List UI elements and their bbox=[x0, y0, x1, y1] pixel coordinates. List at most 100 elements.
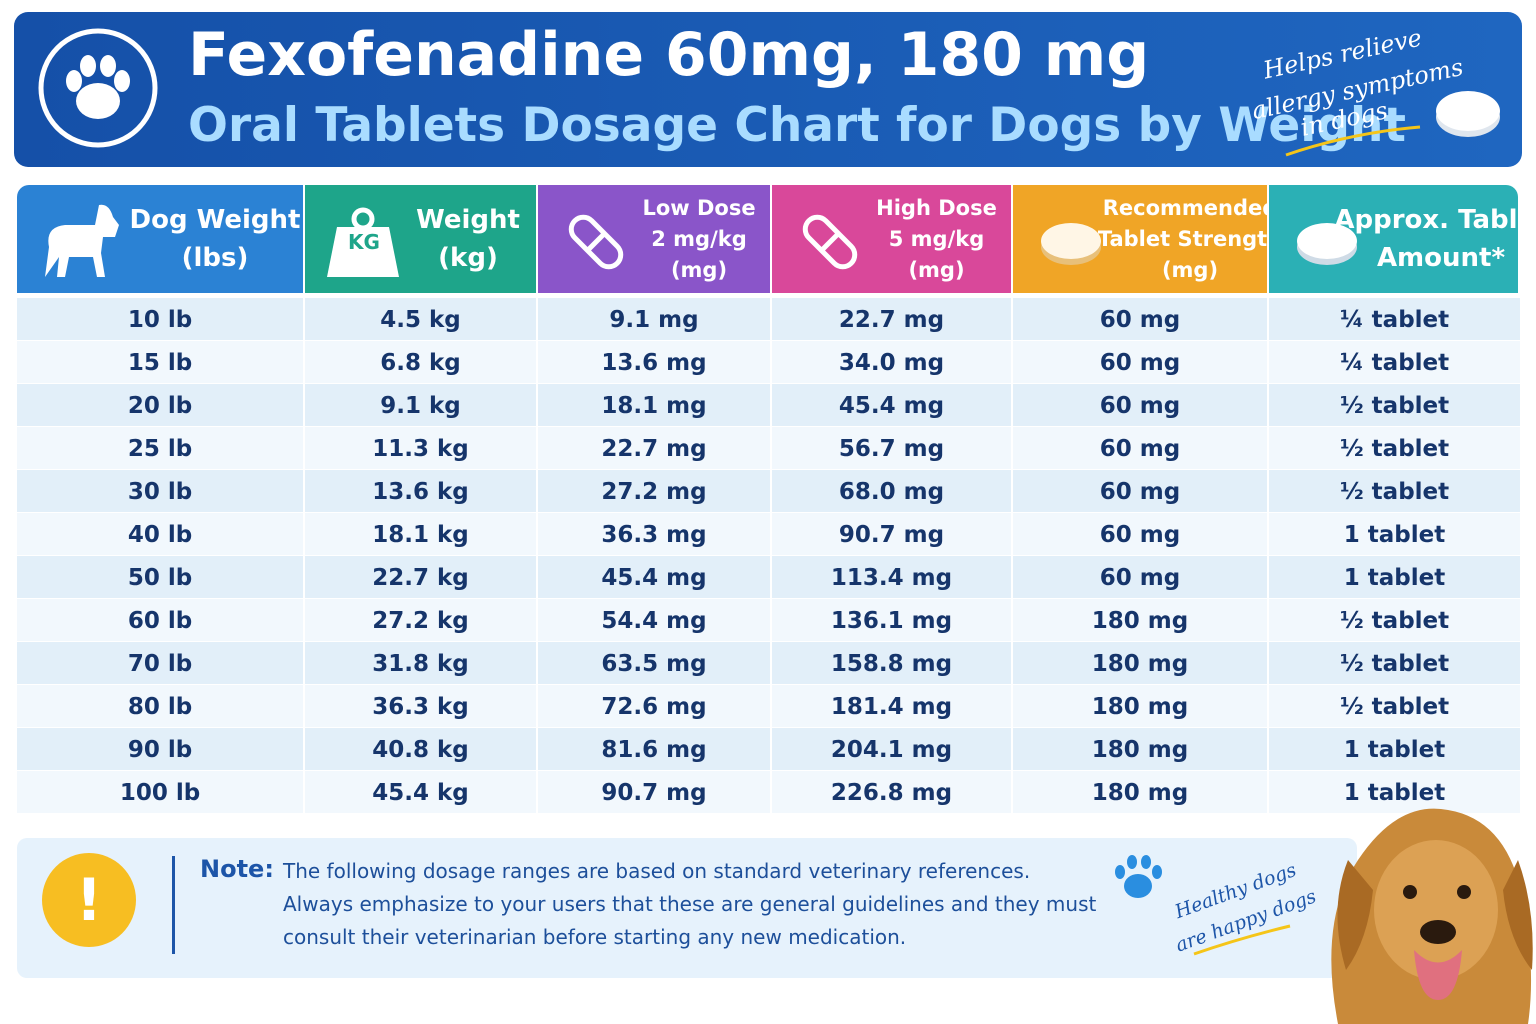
table-cell: 180 mg bbox=[1013, 642, 1269, 685]
tagline-decor bbox=[1285, 91, 1500, 157]
header-line: (mg) bbox=[908, 257, 965, 282]
table-cell: 22.7 mg bbox=[538, 427, 772, 470]
table-cell: 60 mg bbox=[1013, 384, 1269, 427]
table-cell: 180 mg bbox=[1013, 599, 1269, 642]
table-cell: 60 mg bbox=[1013, 470, 1269, 513]
table-cell: 40.8 kg bbox=[305, 728, 538, 771]
kg-label: KG bbox=[348, 230, 380, 254]
table-cell: ½ tablet bbox=[1339, 650, 1450, 677]
header-banner bbox=[14, 12, 1522, 167]
table-cell: 34.0 mg bbox=[772, 341, 1013, 384]
table-cell: 18.1 mg bbox=[538, 384, 772, 427]
table-cell: 27.2 mg bbox=[538, 470, 772, 513]
table-cell: 36.3 mg bbox=[538, 513, 772, 556]
table-cell: 80 lb bbox=[17, 685, 305, 728]
table-cell: 6.8 kg bbox=[305, 341, 538, 384]
subtitle: Oral Tablets Dosage Chart for Dogs by We… bbox=[188, 98, 1406, 153]
table-cell: 22.7 mg bbox=[772, 298, 1013, 341]
table-cell: 204.1 mg bbox=[772, 728, 1013, 771]
table-row bbox=[17, 771, 1520, 813]
table-cell: 60 mg bbox=[1013, 513, 1269, 556]
warning-mark: ! bbox=[75, 866, 103, 934]
table-cell: ¼ tablet bbox=[1339, 349, 1450, 376]
table-cell: 68.0 mg bbox=[772, 470, 1013, 513]
header-line: Low Dose bbox=[642, 195, 756, 220]
table-cell: ½ tablet bbox=[1339, 435, 1450, 462]
header-line: Dog Weight bbox=[129, 205, 301, 235]
table-cell: 56.7 mg bbox=[772, 427, 1013, 470]
header-line: Weight bbox=[416, 205, 520, 235]
table-row bbox=[17, 298, 1520, 340]
table-cell: 90 lb bbox=[17, 728, 305, 771]
table-row bbox=[17, 556, 1520, 598]
divider bbox=[172, 856, 175, 954]
icon bbox=[568, 214, 624, 270]
table-cell: 36.3 kg bbox=[305, 685, 538, 728]
table-cell: 30 lb bbox=[17, 470, 305, 513]
header-icon bbox=[1287, 197, 1371, 291]
header-line: Approx. Tablet bbox=[1334, 205, 1536, 235]
table-cell: ½ tablet bbox=[1339, 607, 1450, 634]
table-cell: 90.7 mg bbox=[538, 771, 772, 814]
note-line: consult their veterinarian before starti… bbox=[283, 925, 907, 949]
table-cell: 180 mg bbox=[1013, 685, 1269, 728]
table-cell: 136.1 mg bbox=[772, 599, 1013, 642]
dog-illustration bbox=[1331, 808, 1533, 1024]
table-cell: 15 lb bbox=[17, 341, 305, 384]
icon bbox=[802, 214, 858, 270]
paw-badge bbox=[38, 28, 158, 148]
table-cell: 9.1 kg bbox=[305, 384, 538, 427]
table-cell: 13.6 mg bbox=[538, 341, 772, 384]
table-cell: 10 lb bbox=[17, 298, 305, 341]
table-cell: 100 lb bbox=[17, 771, 305, 814]
table-cell: 1 tablet bbox=[1343, 736, 1446, 763]
header-line: (kg) bbox=[438, 243, 498, 273]
header-line: (lbs) bbox=[181, 243, 249, 273]
table-row bbox=[17, 513, 1520, 555]
table-cell: 113.4 mg bbox=[772, 556, 1013, 599]
table-cell: 20 lb bbox=[17, 384, 305, 427]
table-cell: ½ tablet bbox=[1339, 478, 1450, 505]
header-line: Tablet Strength bbox=[1097, 226, 1283, 251]
table-cell: 60 mg bbox=[1013, 341, 1269, 384]
table-cell: 72.6 mg bbox=[538, 685, 772, 728]
table-cell: 9.1 mg bbox=[538, 298, 772, 341]
table-cell: ½ tablet bbox=[1339, 693, 1450, 720]
table-cell: 181.4 mg bbox=[772, 685, 1013, 728]
header-icon bbox=[556, 197, 640, 291]
table-cell: ¼ tablet bbox=[1339, 306, 1450, 333]
header-line: (mg) bbox=[670, 257, 728, 282]
table-row bbox=[17, 642, 1520, 684]
icon bbox=[327, 207, 399, 277]
table-cell: 60 mg bbox=[1013, 427, 1269, 470]
table-row bbox=[17, 685, 1520, 727]
table-cell: 1 tablet bbox=[1343, 521, 1446, 548]
note-label: Note: bbox=[200, 855, 274, 883]
header-line: Amount* bbox=[1376, 243, 1506, 273]
header-icon bbox=[35, 197, 119, 291]
table-cell: 31.8 kg bbox=[305, 642, 538, 685]
table-row bbox=[17, 384, 1520, 426]
header-icon bbox=[1031, 197, 1115, 291]
table-cell: 54.4 mg bbox=[538, 599, 772, 642]
table-cell: 22.7 kg bbox=[305, 556, 538, 599]
table-row bbox=[17, 427, 1520, 469]
table-cell: 180 mg bbox=[1013, 771, 1269, 814]
icon bbox=[1297, 223, 1357, 265]
header-line: 2 mg/kg bbox=[651, 226, 747, 251]
table-cell: 60 mg bbox=[1013, 556, 1269, 599]
table-cell: 70 lb bbox=[17, 642, 305, 685]
table-cell: 45.4 mg bbox=[772, 384, 1013, 427]
header-line: 5 mg/kg bbox=[888, 226, 985, 251]
table-cell: 81.6 mg bbox=[538, 728, 772, 771]
title: Fexofenadine 60mg, 180 mg bbox=[188, 20, 1150, 90]
table-cell: 40 lb bbox=[17, 513, 305, 556]
header-line: High Dose bbox=[876, 195, 997, 220]
warning-icon bbox=[42, 853, 136, 947]
table-cell: 50 lb bbox=[17, 556, 305, 599]
icon bbox=[1041, 223, 1101, 265]
table-cell: 27.2 kg bbox=[305, 599, 538, 642]
table-cell: 60 mg bbox=[1013, 298, 1269, 341]
table-cell: 226.8 mg bbox=[772, 771, 1013, 814]
